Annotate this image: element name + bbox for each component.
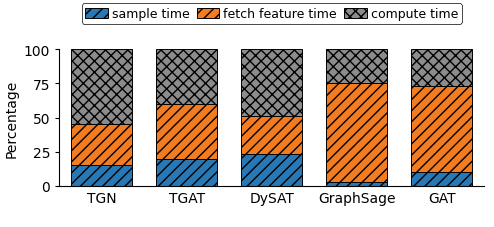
- Bar: [241, 117, 302, 155]
- Bar: [411, 87, 472, 173]
- Bar: [326, 182, 387, 186]
- Bar: [156, 104, 217, 159]
- Bar: [156, 50, 217, 104]
- Bar: [411, 50, 472, 87]
- Y-axis label: Percentage: Percentage: [4, 79, 18, 157]
- Bar: [241, 50, 302, 117]
- Bar: [326, 50, 387, 84]
- Bar: [71, 125, 132, 166]
- Bar: [411, 173, 472, 186]
- Bar: [71, 50, 132, 125]
- Bar: [326, 84, 387, 182]
- Bar: [241, 155, 302, 186]
- Legend: sample time, fetch feature time, compute time: sample time, fetch feature time, compute…: [82, 4, 462, 25]
- Bar: [71, 166, 132, 186]
- Bar: [156, 159, 217, 186]
